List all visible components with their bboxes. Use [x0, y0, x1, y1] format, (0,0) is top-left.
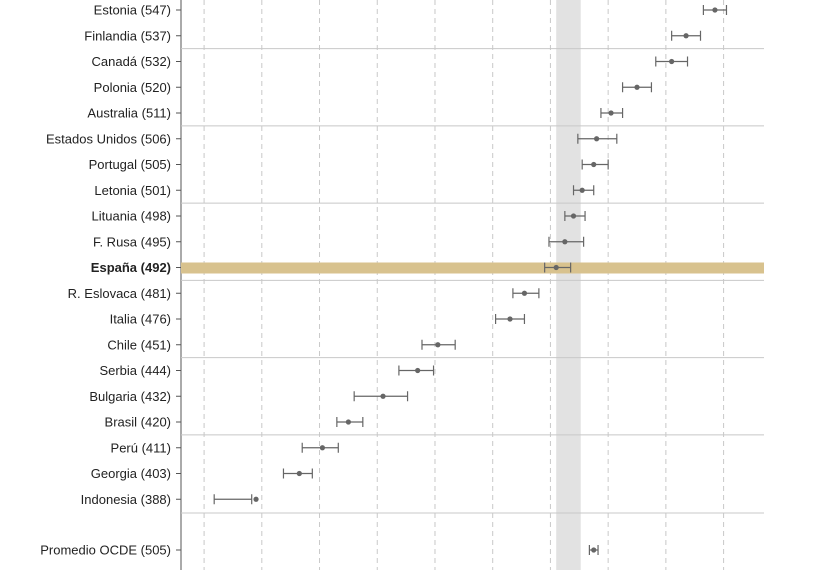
data-point	[591, 547, 597, 553]
data-point	[380, 393, 386, 399]
row-label: Serbia (444)	[99, 363, 171, 378]
row-label: Indonesia (388)	[81, 492, 171, 507]
row-label: Letonia (501)	[94, 183, 171, 198]
data-point	[579, 187, 585, 193]
data-point	[253, 496, 259, 502]
data-point	[669, 58, 675, 65]
data-point	[507, 316, 513, 322]
row-label: Perú (411)	[111, 440, 171, 455]
data-point	[319, 445, 326, 451]
row-label: Chile (451)	[107, 337, 171, 352]
data-point	[435, 342, 441, 348]
row-label: Italia (476)	[110, 312, 171, 327]
data-point	[712, 7, 718, 13]
data-point	[570, 213, 577, 219]
row-label: Estados Unidos (506)	[46, 131, 171, 146]
row-label: Promedio OCDE (505)	[40, 543, 171, 558]
data-point	[415, 367, 421, 374]
row-label: Australia (511)	[87, 106, 171, 121]
row-label: Finlandia (537)	[84, 28, 171, 43]
data-point	[591, 161, 597, 168]
data-point	[296, 470, 302, 477]
data-point	[683, 33, 689, 39]
data-point	[562, 239, 568, 245]
row-label: Portugal (505)	[89, 157, 171, 172]
row-label: Canadá (532)	[92, 54, 172, 69]
data-point	[345, 419, 351, 425]
row-label: Estonia (547)	[94, 3, 171, 18]
data-point	[521, 290, 528, 296]
row-label: Bulgaria (432)	[89, 389, 171, 404]
row-label: R. Eslovaca (481)	[68, 286, 171, 301]
row-label: España (492)	[91, 260, 171, 275]
data-point	[608, 110, 614, 116]
data-point	[634, 84, 640, 90]
row-label: Polonia (520)	[94, 80, 171, 95]
data-point	[553, 264, 559, 271]
row-label: Georgia (403)	[91, 466, 171, 481]
highlight-row-band	[181, 262, 764, 274]
reference-band	[556, 0, 581, 570]
row-label: Lituania (498)	[92, 209, 172, 224]
row-label: F. Rusa (495)	[93, 234, 171, 249]
row-label: Brasil (420)	[105, 415, 171, 430]
data-point	[594, 136, 600, 142]
